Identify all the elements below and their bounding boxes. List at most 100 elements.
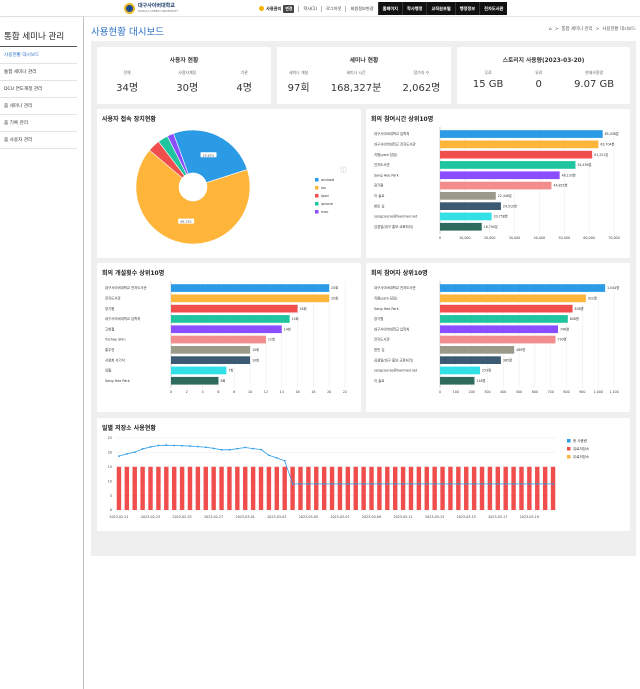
sidebar-item-dashboard[interactable]: 사용현황 대시보드	[0, 47, 77, 64]
x-tick-label: 20,000	[484, 236, 496, 240]
participant-card: 회의 참여자 상위10명 0 100 200 300 400 500 600 700 800 90…	[366, 263, 630, 412]
admin-info-menu[interactable]: 행정정보	[454, 2, 480, 15]
bar	[440, 346, 515, 354]
stat-item: 참가자 수 2,062명	[403, 70, 441, 94]
bar	[440, 315, 568, 323]
stat-value: 34명	[116, 83, 139, 94]
bar-value-label: 746명	[560, 326, 569, 331]
line-point	[481, 482, 483, 485]
stat-label: 참가자 수	[413, 70, 430, 75]
sidebar-item-seminar[interactable]: 통합 세미나 관리	[0, 64, 77, 81]
card-title: 세미나 현황	[349, 58, 379, 64]
line-point	[275, 456, 278, 459]
category-label: 장기원	[374, 316, 383, 321]
pie-label: 66.13%	[180, 220, 192, 224]
category-label: 한민 김	[374, 203, 384, 208]
line-point	[220, 448, 223, 451]
card-title: 회의 개설횟수 상위10명	[102, 270, 165, 277]
line-point	[552, 482, 554, 485]
logout-link[interactable]: 로그아웃	[326, 5, 342, 11]
home-icon[interactable]: ⌂	[549, 26, 552, 32]
bar-value-label: 469명	[516, 347, 525, 352]
bar	[171, 304, 298, 313]
stat-label: 사용자계정	[178, 70, 197, 75]
category-label: 이 솔로	[374, 193, 384, 198]
change-user-button[interactable]: 변경	[283, 4, 295, 13]
university-logo[interactable]: 대구사이버대학교 DAEGU CYBER UNIVERSITY	[124, 2, 178, 15]
bar	[440, 304, 573, 313]
bar	[464, 466, 469, 510]
bar	[527, 466, 532, 510]
bar	[171, 346, 251, 354]
logo-subtext: DAEGU CYBER UNIVERSITY	[138, 9, 179, 13]
category-label: 전자도서관	[374, 337, 390, 342]
sidebar-item-zoom-users[interactable]: 줌 사용자 관리	[0, 132, 77, 149]
y-tick-label: 20	[108, 451, 112, 455]
line-point	[449, 482, 452, 485]
legend-swatch	[567, 439, 571, 443]
legend-label-mac: mac	[321, 210, 329, 214]
bar-value-label: 218명	[476, 378, 485, 383]
academic-admin-menu[interactable]: 학사행정	[402, 2, 427, 15]
bar-value-label: 16,790분	[484, 224, 498, 229]
bar-value-label: 20회	[331, 285, 338, 290]
stat-item: 전체 34명	[116, 70, 138, 94]
line-point	[173, 444, 176, 447]
bar	[511, 466, 516, 510]
bar	[361, 466, 366, 510]
x-tick-label: 2023-02-25	[173, 515, 192, 519]
bar-value-label: 22,446분	[498, 193, 512, 198]
bar-value-label: 44,825분	[553, 183, 567, 188]
bar-value-label: 7회	[228, 368, 233, 373]
bar	[440, 161, 576, 169]
line-point	[189, 445, 191, 447]
staff-portal-menu[interactable]: 교직원포털	[426, 2, 455, 15]
stat-label: 세미나 개설	[289, 70, 309, 75]
line-point	[528, 482, 531, 485]
bar	[171, 335, 266, 344]
x-tick-label: 20	[327, 390, 331, 394]
y-tick-label: 25	[108, 436, 112, 440]
breadcrumb-item[interactable]: 통합 세미나 관리	[561, 27, 593, 32]
line-point	[204, 446, 207, 449]
x-tick-label: 60,000	[583, 236, 595, 240]
library-menu[interactable]: 전자도서관	[479, 2, 508, 15]
bar	[519, 466, 524, 510]
card-title: 회의 참여자 상위10명	[371, 270, 428, 277]
x-tick-label: 0	[439, 390, 441, 394]
x-tick-label: 50,000	[559, 236, 571, 240]
bar-value-label: 24,510분	[503, 203, 517, 208]
legend-menu-icon	[340, 166, 347, 173]
line-point	[260, 448, 262, 451]
card-title: 일별 저장소 사용현황	[102, 425, 156, 432]
top-nav: 사용관리 변경 학사(1) 로그아웃 회원정보변경 홈페이지 학사행정 교직원포…	[259, 2, 508, 15]
sidebar-item-zoom-records[interactable]: 줌 기록 관리	[0, 115, 77, 132]
profile-edit-link[interactable]: 회원정보변경	[350, 5, 374, 11]
line-point	[473, 482, 476, 485]
homepage-menu[interactable]: 홈페이지	[377, 2, 403, 15]
bar	[345, 466, 351, 510]
stat-label: 세미나 시간	[346, 70, 366, 75]
stat-value: 15 GB	[472, 79, 504, 90]
line-point	[133, 451, 136, 454]
bar	[306, 466, 311, 510]
sidebar-item-zoom-seminar[interactable]: 줌 세미나 관리	[0, 98, 77, 115]
meeting-time-chart: 0 10,000 20,000 30,000 40,000 50,000 60,000 70,…	[374, 127, 620, 240]
bar	[219, 466, 224, 510]
divider	[321, 5, 323, 12]
bar-value-label: 10회	[252, 357, 259, 362]
dashboard-content: 사용자 현황 전체 34명 사용자계정 30명 기관 4명 세미나 현황 세미나 개설…	[91, 41, 636, 556]
line-point	[465, 482, 468, 485]
sidebar-item-dcu-account[interactable]: DCU 연도계정 관리	[0, 81, 77, 98]
bar	[179, 466, 185, 510]
bar	[377, 466, 382, 510]
bar	[448, 466, 453, 510]
line-point	[268, 454, 270, 457]
bar	[440, 356, 501, 364]
bar	[456, 466, 461, 510]
line-point	[520, 482, 523, 485]
x-tick-label: 500	[516, 390, 522, 394]
academic-link[interactable]: 학사(1)	[303, 5, 318, 11]
line-point	[378, 482, 381, 485]
line-point	[212, 447, 215, 450]
